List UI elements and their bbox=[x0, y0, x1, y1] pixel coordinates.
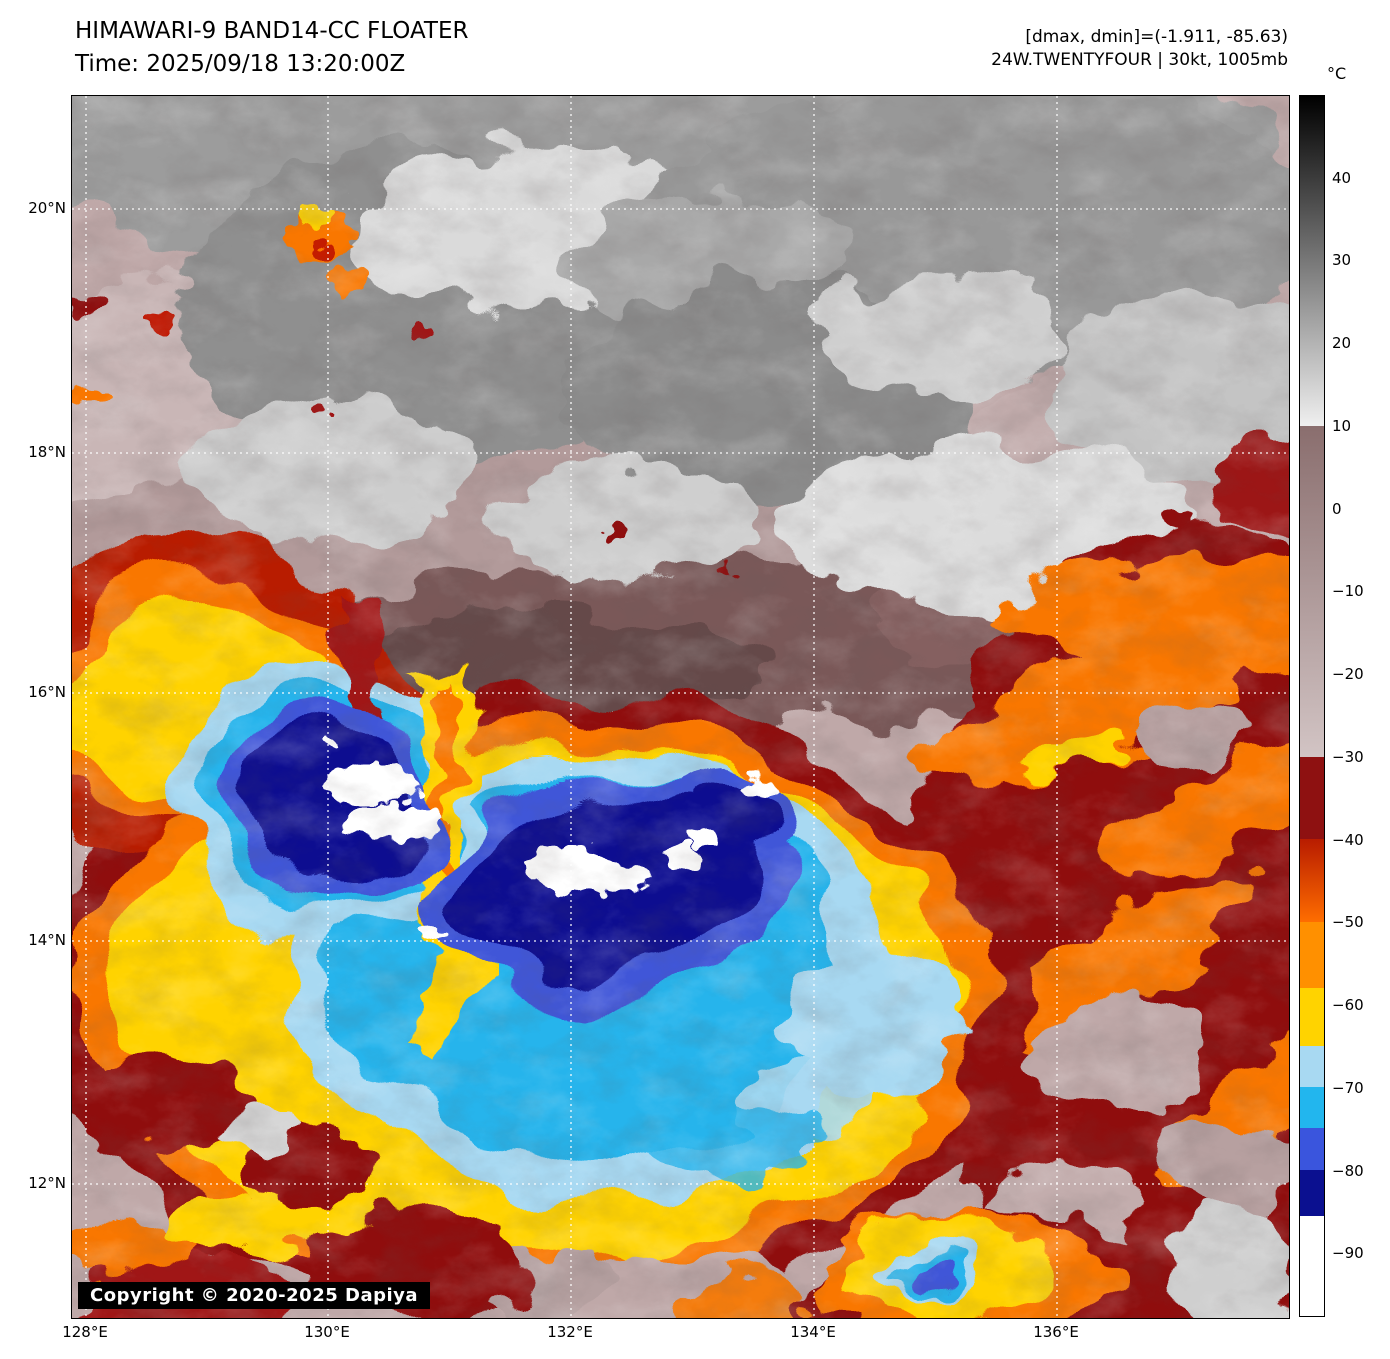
colorbar-unit-label: °C bbox=[1327, 64, 1347, 83]
colorbar-tick-label: −10 bbox=[1332, 582, 1364, 601]
lat-tick-label: 18°N bbox=[28, 443, 66, 461]
lon-tick-label: 130°E bbox=[304, 1323, 350, 1341]
colorbar-tick-label: −60 bbox=[1332, 996, 1364, 1015]
colorbar-tick-label: −80 bbox=[1332, 1161, 1364, 1180]
colorbar-tick-label: −90 bbox=[1332, 1244, 1364, 1263]
colorbar-tick-label: −70 bbox=[1332, 1078, 1364, 1097]
lat-tick-label: 12°N bbox=[28, 1174, 66, 1192]
graticule-gridlines bbox=[72, 96, 1289, 1318]
storm-info-label: 24W.TWENTYFOUR | 30kt, 1005mb bbox=[991, 50, 1288, 70]
colorbar bbox=[1299, 95, 1325, 1317]
texture-grain bbox=[72, 96, 1289, 1318]
dmax-dmin-label: [dmax, dmin]=(-1.911, -85.63) bbox=[1025, 27, 1288, 47]
colorbar-tick-label: 0 bbox=[1332, 499, 1342, 518]
colorbar-tick-label: 10 bbox=[1332, 416, 1352, 435]
info-block: [dmax, dmin]=(-1.911, -85.63) 24W.TWENTY… bbox=[991, 26, 1288, 72]
colorbar-tick-label: −40 bbox=[1332, 830, 1364, 849]
copyright-badge: Copyright © 2020-2025 Dapiya bbox=[78, 1282, 431, 1309]
colorbar-tick-label: −30 bbox=[1332, 747, 1364, 766]
colorbar-tick-label: 30 bbox=[1332, 251, 1352, 270]
lat-tick-label: 20°N bbox=[28, 199, 66, 217]
time-label: Time: 2025/09/18 13:20:00Z bbox=[75, 51, 406, 77]
title-block: HIMAWARI-9 BAND14-CC FLOATER Time: 2025/… bbox=[75, 15, 468, 81]
lat-tick-label: 16°N bbox=[28, 683, 66, 701]
satellite-imagery bbox=[72, 96, 1289, 1318]
lon-tick-label: 128°E bbox=[62, 1323, 108, 1341]
colorbar-tick-label: 20 bbox=[1332, 334, 1352, 353]
satellite-map: Copyright © 2020-2025 Dapiya bbox=[71, 95, 1290, 1319]
lon-tick-label: 134°E bbox=[790, 1323, 836, 1341]
colorbar-tick-label: −20 bbox=[1332, 665, 1364, 684]
lon-tick-label: 136°E bbox=[1033, 1323, 1079, 1341]
lon-tick-label: 132°E bbox=[547, 1323, 593, 1341]
colorbar-tick-label: −50 bbox=[1332, 913, 1364, 932]
lat-tick-label: 14°N bbox=[28, 931, 66, 949]
colorbar-tick-label: 40 bbox=[1332, 168, 1352, 187]
page-title: HIMAWARI-9 BAND14-CC FLOATER bbox=[75, 18, 469, 44]
